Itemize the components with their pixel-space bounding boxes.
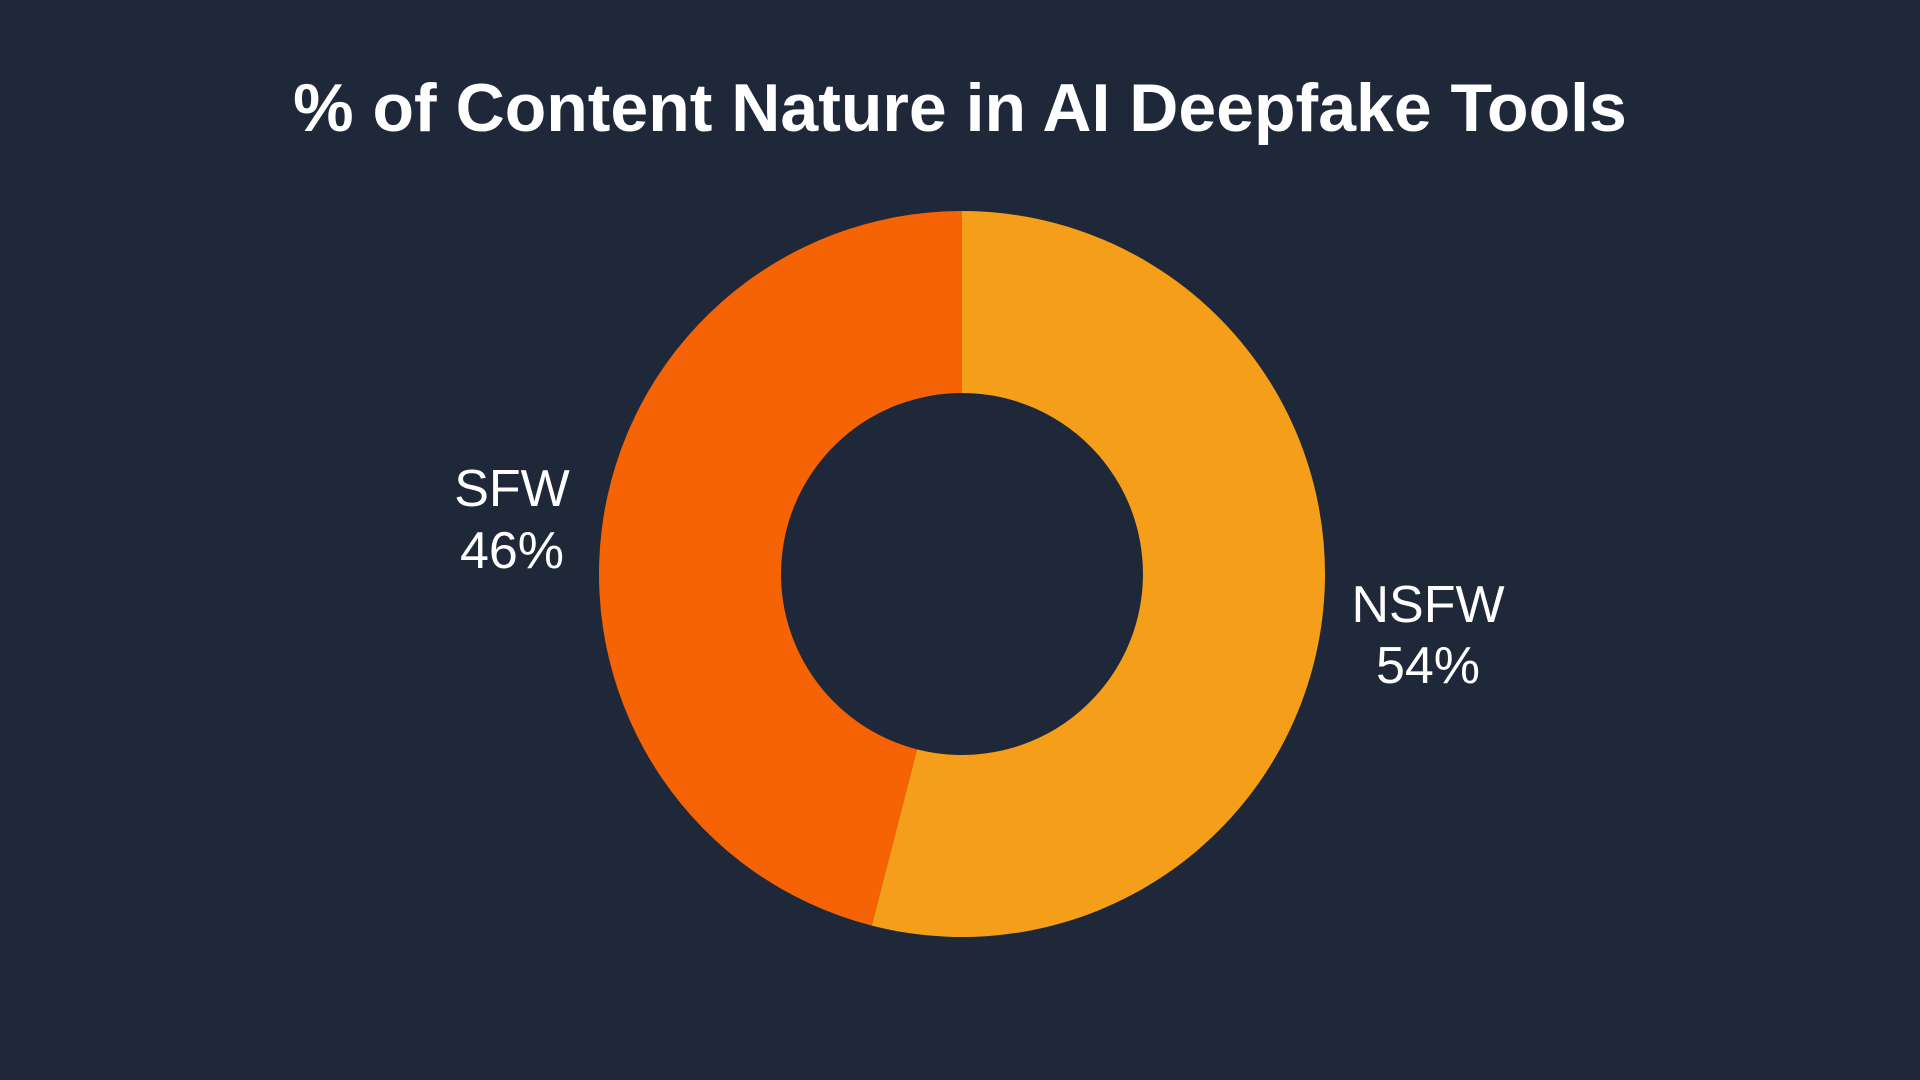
- donut-slice-sfw: [598, 211, 962, 926]
- slice-label-sfw: SFW: [454, 460, 570, 518]
- chart-title: % of Content Nature in AI Deepfake Tools: [293, 70, 1627, 146]
- slice-value-sfw: 46%: [460, 522, 564, 580]
- donut-slice-nsfw: [871, 211, 1325, 937]
- slice-value-nsfw: 54%: [1376, 637, 1480, 695]
- slice-label-nsfw: NSFW: [1351, 576, 1504, 634]
- donut-slices: [598, 211, 1325, 937]
